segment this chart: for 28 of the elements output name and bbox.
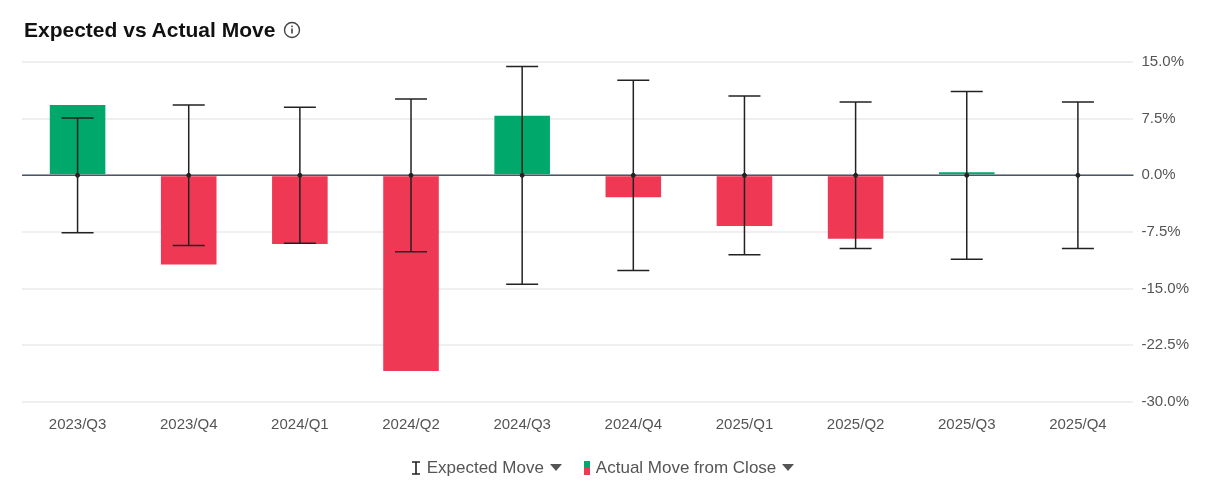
y-tick-label: 7.5% (1141, 108, 1176, 126)
x-tick-label: 2024/Q2 (382, 415, 440, 433)
bar (383, 176, 439, 372)
x-tick-label: 2025/Q2 (826, 415, 885, 433)
x-tick-label: 2024/Q4 (604, 415, 663, 433)
legend-label: Expected Move (426, 458, 544, 478)
x-tick-label: 2025/Q1 (715, 415, 774, 433)
x-tick-label: 2024/Q3 (493, 415, 551, 433)
bar (494, 115, 550, 175)
bar (827, 176, 884, 239)
bar (272, 176, 328, 245)
x-tick-label: 2025/Q4 (1049, 415, 1107, 433)
y-tick-label: 15.0% (1141, 52, 1185, 70)
bar (716, 176, 773, 226)
y-tick-label: -30.0% (1141, 392, 1189, 410)
bar (160, 176, 217, 265)
y-tick-label: -7.5% (1141, 222, 1181, 240)
chart-title: Expected vs Actual Move (24, 18, 276, 42)
bar (49, 105, 106, 175)
x-tick-label: 2025/Q3 (937, 415, 996, 433)
x-tick-label: 2023/Q3 (48, 415, 107, 433)
x-tick-label: 2023/Q4 (159, 415, 218, 433)
x-tick-label: 2024/Q1 (271, 415, 329, 433)
legend-label: Actual Move from Close (595, 458, 777, 478)
y-tick-label: -15.0% (1141, 278, 1189, 296)
y-tick-label: 0.0% (1141, 165, 1176, 183)
y-tick-label: -22.5% (1141, 335, 1189, 353)
bar (605, 176, 662, 198)
